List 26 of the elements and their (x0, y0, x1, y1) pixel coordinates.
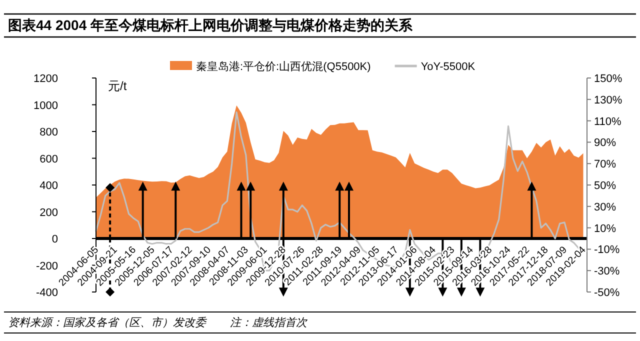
y2-tick-label: 90% (594, 137, 616, 150)
legend-label: 秦皇岛港:平仓价:山西优混(Q5500K) (196, 60, 371, 73)
y2-tick-label: 150% (594, 73, 622, 85)
y2-tick-label: 130% (594, 94, 622, 106)
y-tick-label: -400 (36, 287, 58, 299)
y-tick-label: 800 (40, 126, 58, 138)
y-axis-title: 元/t (108, 79, 128, 93)
y2-tick-label: -30% (594, 266, 620, 278)
text: 资料来源：国家及各省（区、市）发改委 (8, 316, 208, 329)
chart-title: 图表44 2004 年至今煤电标杆上网电价调整与电煤价格走势的关系 (8, 17, 414, 33)
y-tick-label: 200 (40, 206, 58, 219)
y2-tick-label: -50% (594, 287, 620, 299)
y-tick-label: 0 (52, 234, 58, 246)
y-tick-label: 600 (40, 153, 58, 166)
y2-tick-label: 30% (594, 201, 616, 214)
y2-tick-label: -10% (594, 244, 620, 256)
y-tick-label: -200 (36, 260, 58, 272)
y-tick-label: 1200 (34, 73, 58, 85)
y2-tick-label: 110% (594, 116, 622, 128)
y2-tick-label: 50% (594, 180, 616, 192)
y2-tick-label: 70% (594, 158, 616, 171)
y-tick-label: 400 (40, 180, 58, 192)
y2-tick-label: 10% (594, 222, 616, 235)
legend-label: YoY-5500K (420, 61, 476, 73)
y-tick-label: 1000 (34, 100, 58, 112)
text: 注：虚线指首次 (230, 316, 308, 329)
